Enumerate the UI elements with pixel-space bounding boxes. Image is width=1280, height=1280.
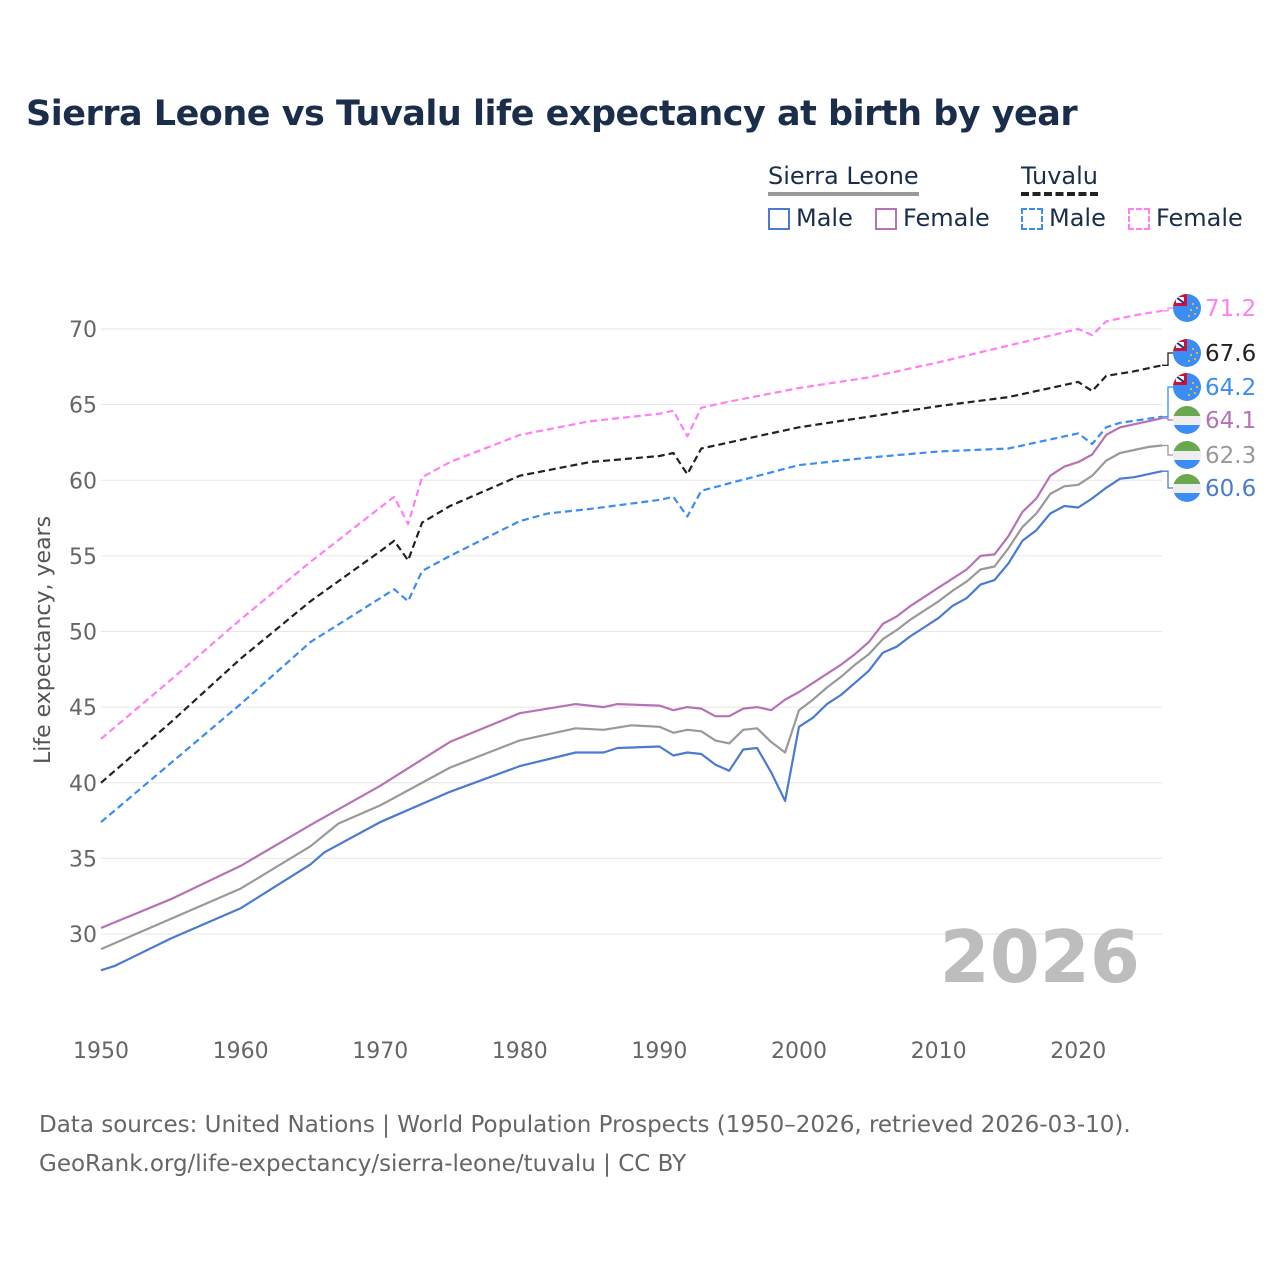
x-tick-label: 1970 — [352, 1039, 408, 1064]
label-leader — [1162, 417, 1174, 421]
legend-swatch — [875, 208, 897, 230]
series-line-sierra-leone-female — [100, 417, 1163, 930]
year-watermark: 2026 — [940, 915, 1140, 999]
y-tick-label: 60 — [69, 469, 97, 494]
series-line-tuvalu — [100, 364, 1163, 784]
y-tick-label: 65 — [69, 394, 97, 419]
sierra-leone-flag-icon — [1173, 441, 1201, 469]
legend-label: Female — [903, 204, 990, 232]
y-tick-label: 70 — [69, 318, 97, 343]
series-line-tuvalu-female — [100, 309, 1163, 740]
legend-label: Female — [1156, 204, 1243, 232]
footer: Data sources: United Nations | World Pop… — [39, 1106, 1131, 1184]
label-leader — [1162, 307, 1174, 312]
sierra-leone-flag-icon — [1173, 474, 1201, 502]
x-tick-label: 2000 — [771, 1039, 827, 1064]
y-tick-label: 45 — [69, 696, 97, 721]
legend-label: Male — [1049, 204, 1106, 232]
y-tick-label: 30 — [69, 923, 97, 948]
x-tick-label: 2020 — [1050, 1039, 1106, 1064]
x-tick-label: 2010 — [911, 1039, 967, 1064]
legend-swatch — [1021, 208, 1043, 230]
end-value-label: 64.1 — [1205, 408, 1256, 434]
legend-swatch — [768, 208, 790, 230]
label-leader — [1162, 470, 1174, 489]
legend-item-sl-male[interactable]: Male — [768, 204, 853, 232]
footer-link[interactable]: GeoRank.org/life-expectancy/sierra-leone… — [39, 1151, 687, 1177]
end-value-label: 62.3 — [1205, 443, 1256, 469]
legend-item-tv-male[interactable]: Male — [1021, 204, 1106, 232]
series-line-tuvalu-male — [100, 415, 1163, 823]
label-leader — [1162, 352, 1174, 366]
y-axis-label: Life expectancy, years — [31, 516, 56, 764]
end-value-label: 60.6 — [1205, 476, 1256, 502]
legend-swatch — [1128, 208, 1150, 230]
series-line-sierra-leone-male — [100, 470, 1163, 972]
legend-group-sierra-leone: Sierra Leone — [768, 162, 919, 196]
tuvalu-flag-icon — [1173, 339, 1201, 367]
legend-item-tv-female[interactable]: Female — [1128, 204, 1243, 232]
legend-group-tuvalu: Tuvalu — [1021, 162, 1099, 196]
x-tick-label: 1980 — [492, 1039, 548, 1064]
y-tick-label: 35 — [69, 847, 97, 872]
end-value-label: 67.6 — [1205, 341, 1256, 367]
series-line-sierra-leone — [100, 444, 1163, 951]
chart-title: Sierra Leone vs Tuvalu life expectancy a… — [26, 94, 1078, 134]
y-tick-label: 55 — [69, 545, 97, 570]
x-tick-label: 1950 — [73, 1039, 129, 1064]
footer-sources: Data sources: United Nations | World Pop… — [39, 1112, 1131, 1138]
y-tick-label: 40 — [69, 772, 97, 797]
label-leader — [1162, 444, 1174, 456]
x-tick-label: 1990 — [631, 1039, 687, 1064]
x-tick-label: 1960 — [213, 1039, 269, 1064]
y-tick-label: 50 — [69, 621, 97, 646]
tuvalu-flag-icon — [1173, 294, 1201, 322]
legend-label: Male — [796, 204, 853, 232]
tuvalu-flag-icon — [1173, 373, 1201, 401]
legend-item-sl-female[interactable]: Female — [875, 204, 990, 232]
sierra-leone-flag-icon — [1173, 406, 1201, 434]
end-value-label: 64.2 — [1205, 375, 1256, 401]
end-value-label: 71.2 — [1205, 296, 1256, 322]
label-leader — [1162, 386, 1174, 418]
